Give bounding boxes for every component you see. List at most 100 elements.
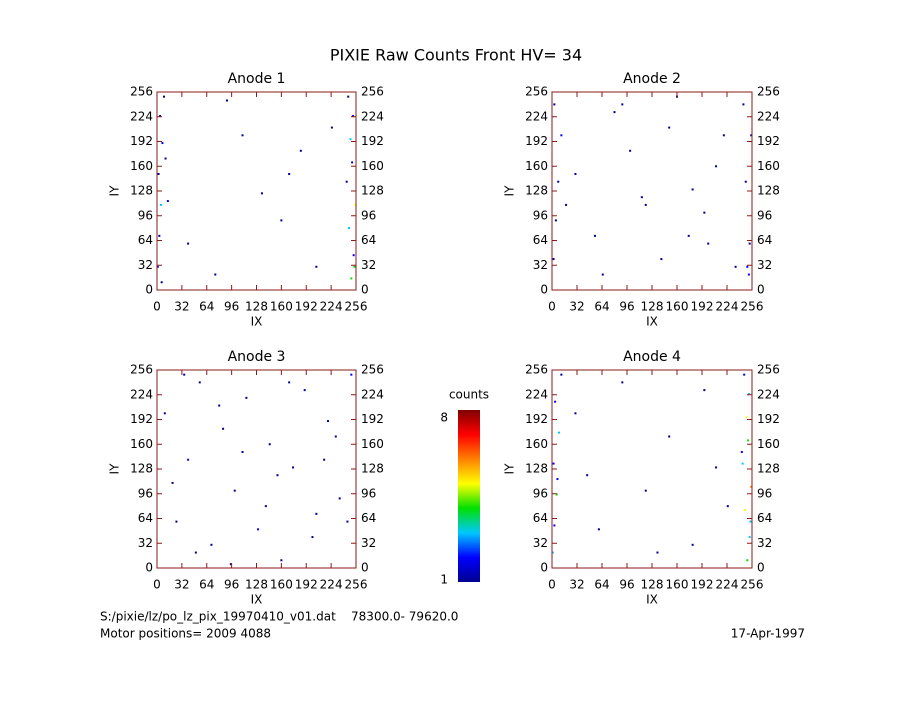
point [556,478,559,481]
x-tick-label: 64 [199,300,214,314]
date: 17-Apr-1997 [731,627,805,641]
x-tick-label: 0 [153,300,161,314]
x-tick-label: 0 [548,300,556,314]
point [156,265,159,268]
y2-tick-label: 128 [361,462,384,476]
y2-tick-label: 256 [361,363,384,377]
point [330,126,333,129]
point [593,234,596,237]
y-tick-label: 192 [525,134,548,148]
x-tick-label: 192 [295,300,318,314]
x-axis-label: IX [646,593,658,607]
y-tick-label: 96 [533,208,548,222]
y2-tick-label: 160 [757,437,780,451]
y2-tick-label: 0 [361,283,369,297]
point [315,512,318,515]
y-tick-label: 32 [138,258,153,272]
point [613,111,616,114]
y-tick-label: 192 [130,412,153,426]
point [750,134,753,137]
y2-tick-label: 32 [361,536,376,550]
y2-tick-label: 96 [757,208,772,222]
point [222,427,225,430]
x-tick-label: 224 [716,300,739,314]
x-tick-label: 160 [270,300,293,314]
colorbar [458,410,480,582]
point [640,196,643,199]
figure-title: PIXIE Raw Counts Front HV= 34 [330,46,582,65]
panel-title: Anode 2 [623,71,681,87]
point [726,505,729,508]
file-info: S:/pixie/lz/po_lz_pix_19970410_v01.dat 7… [100,610,458,624]
point [558,431,561,434]
x-tick-label: 128 [245,578,268,592]
y2-tick-label: 32 [757,536,772,550]
x-tick-label: 256 [741,578,764,592]
y-tick-label: 0 [540,283,548,297]
point [158,234,161,237]
point [560,134,563,137]
point [187,242,190,245]
point [552,258,555,261]
point [214,273,217,276]
point [734,265,737,268]
point [229,563,232,566]
point [351,114,354,117]
point [280,559,283,562]
point [350,373,353,376]
x-axis-label: IX [251,315,263,329]
y-tick-label: 160 [130,159,153,173]
y2-tick-label: 224 [757,387,780,401]
point [750,485,753,488]
x-tick-label: 224 [716,578,739,592]
point [660,258,663,261]
y2-tick-label: 64 [757,233,772,247]
point [722,134,725,137]
y-tick-label: 128 [130,184,153,198]
y2-tick-label: 32 [757,258,772,272]
x-tick-label: 256 [741,300,764,314]
point [303,389,306,392]
x-tick-label: 160 [666,300,689,314]
point [553,103,556,106]
point [746,559,749,562]
y-tick-label: 0 [540,561,548,575]
point [554,400,557,403]
y2-tick-label: 128 [757,184,780,198]
y-tick-label: 256 [525,85,548,99]
point [166,200,169,203]
point [323,458,326,461]
point [644,489,647,492]
point [264,505,267,508]
x-tick-label: 0 [548,578,556,592]
y-tick-label: 96 [138,486,153,500]
y-axis-label: IY [108,185,122,197]
point [557,180,560,183]
point [164,157,167,160]
y-tick-label: 256 [130,363,153,377]
x-tick-label: 192 [691,300,714,314]
point [241,450,244,453]
point [161,142,164,145]
point [621,381,624,384]
y2-tick-label: 64 [361,511,376,525]
point [241,134,244,137]
y-tick-label: 256 [525,363,548,377]
y-tick-label: 0 [145,283,153,297]
point [747,392,750,395]
y2-tick-label: 32 [361,258,376,272]
point [656,551,659,554]
x-tick-label: 64 [594,578,609,592]
y-tick-label: 128 [130,462,153,476]
y2-tick-label: 224 [757,109,780,123]
point [629,149,632,152]
x-axis-label: IX [646,315,658,329]
x-tick-label: 96 [619,300,634,314]
point [334,435,337,438]
point [288,381,291,384]
point [292,466,295,469]
point [257,528,260,531]
point [327,420,330,423]
point [345,180,348,183]
